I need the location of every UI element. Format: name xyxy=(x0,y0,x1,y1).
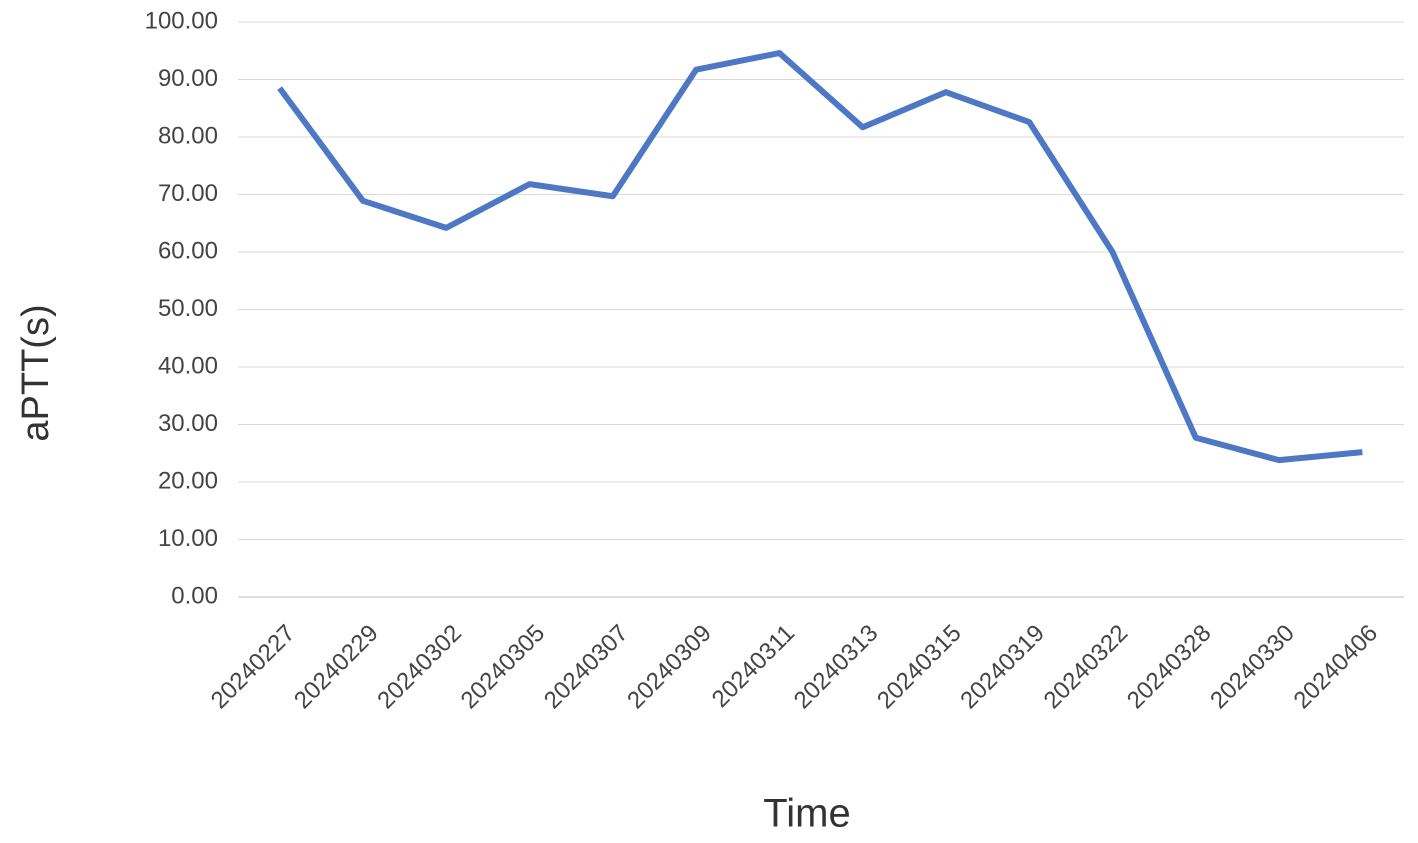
x-tick-label: 20240322 xyxy=(1039,620,1134,715)
x-tick-label: 20240227 xyxy=(206,620,301,715)
y-tick-label: 70.00 xyxy=(158,180,218,207)
y-tick-label: 60.00 xyxy=(158,237,218,264)
x-tick-label: 20240406 xyxy=(1288,620,1383,715)
x-tick-label: 20240328 xyxy=(1122,620,1217,715)
y-tick-label: 80.00 xyxy=(158,122,218,149)
y-tick-label: 50.00 xyxy=(158,295,218,322)
y-tick-label: 10.00 xyxy=(158,525,218,552)
x-tick-label: 20240302 xyxy=(372,620,467,715)
x-tick-label: 20240305 xyxy=(456,620,551,715)
y-tick-label: 20.00 xyxy=(158,467,218,494)
y-tick-label: 0.00 xyxy=(171,582,218,609)
x-tick-label: 20240311 xyxy=(707,620,800,713)
x-tick-label: 20240309 xyxy=(622,620,717,715)
y-tick-label: 90.00 xyxy=(158,65,218,92)
x-tick-label: 20240330 xyxy=(1205,620,1300,715)
x-tick-label: 20240307 xyxy=(539,620,634,715)
x-tick-label: 20240319 xyxy=(955,620,1050,715)
y-tick-label: 100.00 xyxy=(145,7,218,34)
y-tick-label: 30.00 xyxy=(158,410,218,437)
x-tick-label: 20240315 xyxy=(872,620,967,715)
y-tick-label: 40.00 xyxy=(158,352,218,379)
y-axis-label: aPTT(s) xyxy=(15,304,57,441)
x-tick-label: 20240313 xyxy=(789,620,884,715)
data-line xyxy=(277,50,1363,464)
x-tick-label: 20240229 xyxy=(289,620,384,715)
x-axis-label: Time xyxy=(763,792,850,836)
